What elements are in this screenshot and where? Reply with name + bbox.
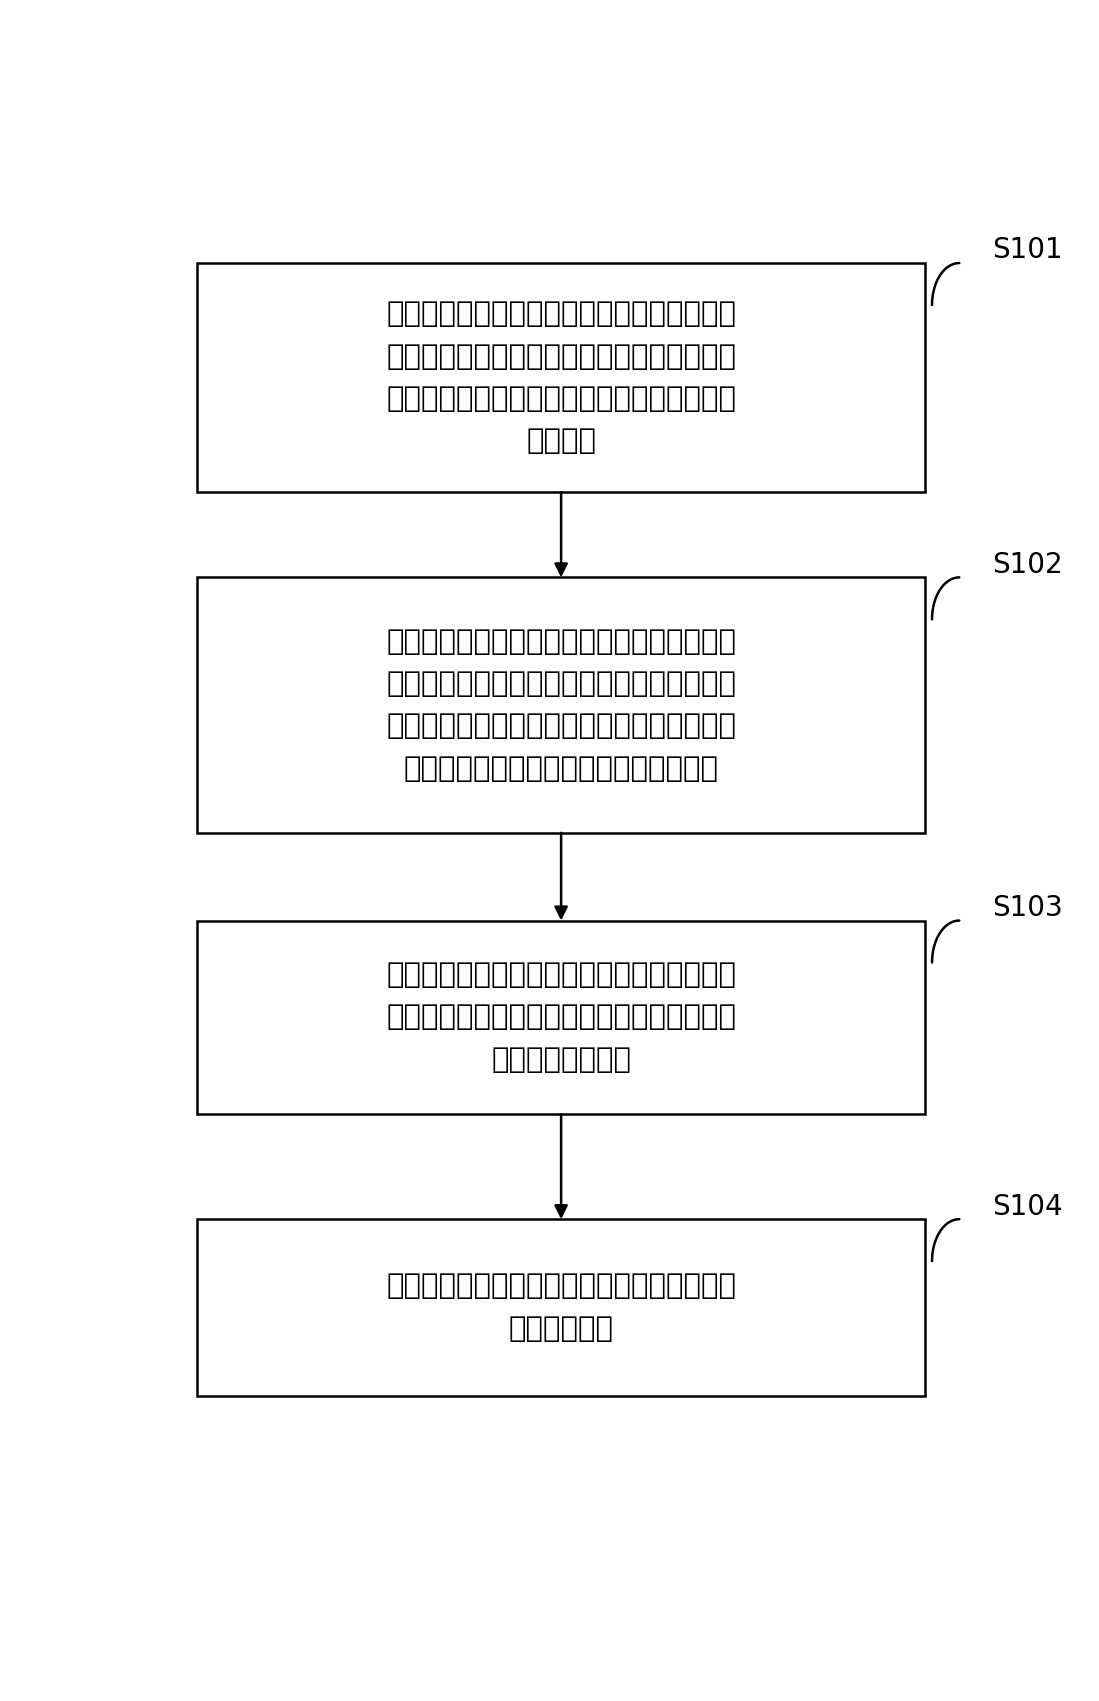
Text: S102: S102 [991,551,1063,578]
Text: 根据预设故障隔离策略和预设微电网功率互动
策略，分别对所述时间序列表中的各元件发生
故障后微电网的运行状况进行分析，确定各故
障发生后微电网内各负荷节点的停电时: 根据预设故障隔离策略和预设微电网功率互动 策略，分别对所述时间序列表中的各元件发… [386,628,736,782]
Bar [197,920,925,1114]
Bar [197,577,925,833]
Text: 计算各负荷节点的可靠性指标；所述可靠性指
标包括平均故障率、平均故障时间、平均停电
时间中的至少一个: 计算各负荷节点的可靠性指标；所述可靠性指 标包括平均故障率、平均故障时间、平均停… [386,961,736,1073]
Text: S103: S103 [991,895,1063,922]
Text: 根据各负荷节点的可靠性指标计算微电网系统
的可靠性指标: 根据各负荷节点的可靠性指标计算微电网系统 的可靠性指标 [386,1272,736,1342]
Text: S104: S104 [991,1192,1063,1221]
Text: S101: S101 [991,236,1063,264]
Text: 获取微电网中各元件的故障率和故障修复率，
并根据各元件的故障率和故障修复率计算各元
件的无故障工作时间和故障修复时间，得到时
间序列表: 获取微电网中各元件的故障率和故障修复率， 并根据各元件的故障率和故障修复率计算各… [386,299,736,456]
Bar [197,1220,925,1397]
Bar [197,264,925,492]
